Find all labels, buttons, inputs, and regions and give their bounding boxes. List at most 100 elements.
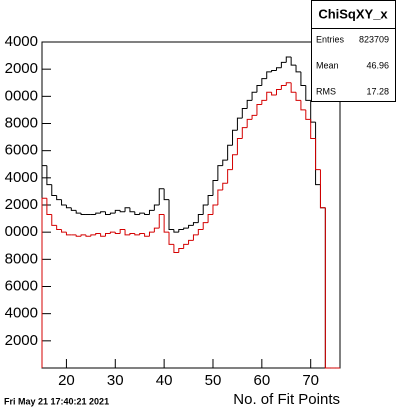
histogram-bin (256, 103, 262, 116)
histogram-bin (65, 232, 72, 236)
x-axis-label: No. of Fit Points (233, 391, 340, 408)
histogram-bin (178, 228, 184, 233)
histogram-bin (183, 227, 189, 230)
histogram-bin (188, 224, 194, 229)
histogram-bin (163, 188, 170, 201)
stats-box: ChiSqXY_x (311, 0, 396, 102)
histogram-bin (305, 109, 311, 120)
histogram-bin (324, 207, 331, 369)
histogram-bin (173, 244, 179, 254)
histogram-bin (41, 197, 47, 368)
histogram-bin (61, 199, 67, 206)
histogram-bin (319, 169, 326, 209)
histogram-bin (168, 232, 174, 245)
x-tick-label: 70 (302, 372, 319, 389)
stats-label: Entries (316, 34, 345, 44)
histogram-bin (310, 100, 316, 123)
histogram-bin (56, 225, 62, 230)
y-tick-label: 6000 (5, 142, 38, 159)
x-tick-label: 50 (205, 372, 222, 389)
histogram-bin (144, 233, 150, 237)
histogram-bin (202, 204, 209, 215)
histogram-bin (280, 84, 287, 90)
histogram-bin (232, 154, 238, 170)
histogram-bin (271, 70, 277, 72)
y-tick-label: 0000 (5, 223, 38, 240)
histogram-bin (158, 188, 165, 205)
histogram-bin (95, 233, 101, 235)
stats-label: Mean (316, 60, 339, 70)
histogram-bin (90, 234, 96, 237)
histogram-bin (217, 189, 223, 205)
histogram-bin (251, 114, 257, 120)
histogram-bin (295, 92, 301, 101)
histogram-bin (134, 211, 140, 216)
histogram-bin (85, 234, 91, 237)
histogram-bin (261, 78, 267, 86)
x-tick-label: 40 (156, 372, 173, 389)
stats-title: ChiSqXY_x (318, 6, 388, 21)
x-tick-label: 30 (107, 372, 124, 389)
histogram-bin (100, 211, 106, 214)
histogram-bin (51, 184, 57, 196)
x-tick-label: 20 (58, 372, 75, 389)
histogram-bin (261, 99, 267, 105)
y-tick-label: 8000 (5, 114, 38, 131)
histogram-bin (65, 205, 72, 209)
histogram-bin (227, 144, 233, 161)
histogram-bin (41, 165, 47, 368)
histogram-bin (134, 233, 140, 236)
histogram-bin (124, 207, 130, 212)
histogram-bin (100, 233, 106, 237)
histogram-bin (46, 198, 52, 216)
histogram-bin (207, 194, 213, 205)
plot-frame (41, 41, 341, 369)
y-tick-label: 0000 (5, 87, 38, 104)
histogram-bin (300, 71, 306, 86)
histogram-bin (266, 91, 272, 101)
stats-value: 823709 (359, 34, 389, 44)
histogram-bin (246, 99, 253, 109)
histogram-bin (105, 233, 111, 237)
histogram-bin (163, 214, 170, 233)
histogram-bin (212, 180, 218, 196)
histogram-bin (212, 204, 218, 215)
histogram-bin (119, 228, 126, 234)
histogram-bin (119, 210, 126, 213)
y-tick-label: 4000 (5, 169, 38, 186)
histogram-bin (241, 127, 248, 139)
y-tick-label: 8000 (5, 250, 38, 267)
histogram-bin (148, 209, 155, 215)
histogram-bin (192, 234, 199, 241)
histogram-bin (105, 211, 111, 216)
stats-frame (311, 0, 396, 102)
y-tick-label: 6000 (5, 277, 38, 294)
histogram-bin (61, 229, 67, 233)
stats-value: 46.96 (366, 60, 389, 70)
histogram-bin (153, 227, 160, 233)
histogram-bin (109, 212, 116, 215)
histogram-bin (56, 195, 62, 201)
stats-value: 17.28 (366, 86, 389, 96)
histogram-bin (246, 118, 253, 128)
histogram-bin (256, 84, 262, 93)
x-tick-label: 60 (253, 372, 270, 389)
histogram-bin (305, 85, 311, 101)
histogram-bin (95, 212, 101, 215)
y-tick-label: 2000 (5, 332, 38, 349)
histogram-bin (139, 233, 145, 235)
histogram-bin (75, 234, 82, 237)
histogram-bin (315, 122, 321, 186)
y-tick-label: 2000 (5, 60, 38, 77)
histogram-bin (129, 233, 135, 235)
histogram-bin (271, 92, 277, 96)
histogram-bin (290, 56, 297, 66)
histogram-bin (232, 129, 238, 146)
footer: Fri May 21 17:40:21 2021 (4, 396, 109, 406)
histogram-bin (300, 100, 306, 111)
histogram-bin (80, 234, 86, 237)
histogram-bin (46, 165, 52, 186)
histogram-bin (295, 65, 301, 73)
histogram-bin (192, 222, 199, 226)
